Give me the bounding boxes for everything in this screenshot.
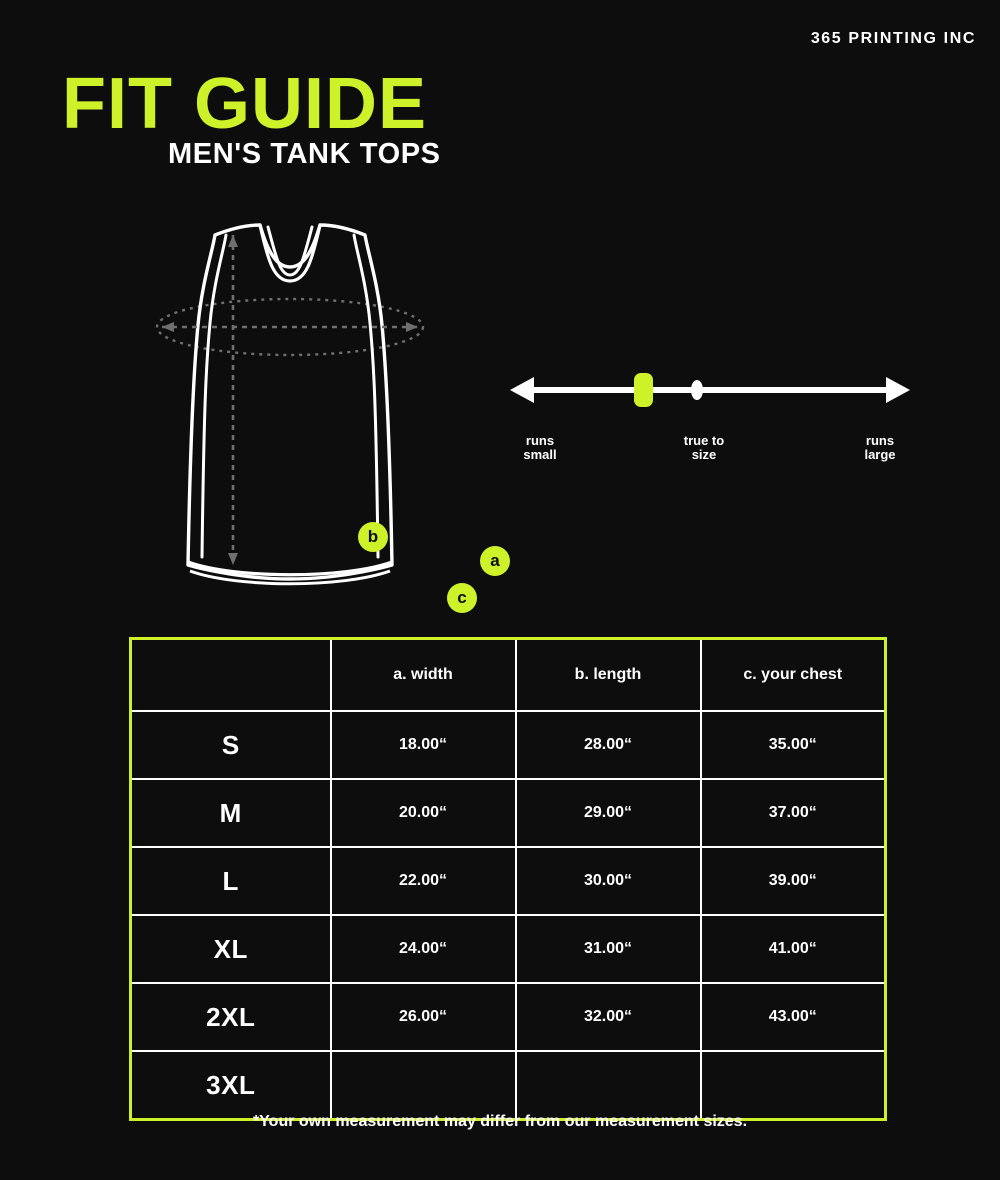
page-subtitle: MEN'S TANK TOPS [168,138,441,170]
cell-width: 18.00“ [329,710,517,780]
cell-length: 31.00“ [514,914,702,984]
column-header-chest: c. your chest [699,637,887,712]
tank-top-icon [155,223,425,586]
column-header-length: b. length [514,637,702,712]
cell-width: 20.00“ [329,778,517,848]
cell-chest: 35.00“ [699,710,887,780]
cell-length: 28.00“ [514,710,702,780]
fit-scale-label-runs-small: runs small [523,433,557,462]
cell-length [514,1050,702,1121]
cell-size: 3XL [129,1050,332,1121]
cell-chest: 43.00“ [699,982,887,1052]
brand-name: 365 PRINTING INC [810,30,976,47]
cell-length: 29.00“ [514,778,702,848]
fit-scale-label-runs-large: runs large [864,433,896,462]
cell-chest: 41.00“ [699,914,887,984]
cell-width: 22.00“ [329,846,517,916]
cell-length: 32.00“ [514,982,702,1052]
cell-chest: 37.00“ [699,778,887,848]
cell-width: 24.00“ [329,914,517,984]
cell-size: 2XL [129,982,332,1052]
measure-badge-a: a [480,546,510,576]
cell-chest [699,1050,887,1121]
column-header-size [130,638,332,712]
column-header-width: a. width [329,637,517,712]
tank-top-illustration: b a c [140,205,510,613]
measurement-disclaimer: *Your own measurement may differ from ou… [252,1113,748,1130]
cell-size: XL [129,914,332,984]
measure-badge-b: b [358,522,388,552]
cell-size: L [129,846,332,916]
cell-size: M [129,778,332,848]
cell-size: S [129,710,332,780]
table-row: XL 24.00“ 31.00“ 41.00“ [129,914,887,984]
page-title: FIT GUIDE [62,64,427,144]
table-header-row: a. width b. length c. your chest [130,637,887,712]
table-row: S 18.00“ 28.00“ 35.00“ [129,710,887,780]
fit-scale [500,365,920,415]
fit-scale-arrow-icon [510,373,910,407]
measure-badge-c: c [447,583,477,613]
cell-chest: 39.00“ [699,846,887,916]
table-row: M 20.00“ 29.00“ 37.00“ [129,778,887,848]
cell-width: 26.00“ [329,982,517,1052]
cell-length: 30.00“ [514,846,702,916]
cell-width [329,1050,517,1121]
fit-scale-label-true-to-size: true to size [683,433,725,462]
size-chart-table: a. width b. length c. your chest S 18.00… [129,637,887,1121]
table-row: 3XL [129,1050,887,1121]
table-row: L 22.00“ 30.00“ 39.00“ [129,846,887,916]
table-row: 2XL 26.00“ 32.00“ 43.00“ [129,982,887,1052]
